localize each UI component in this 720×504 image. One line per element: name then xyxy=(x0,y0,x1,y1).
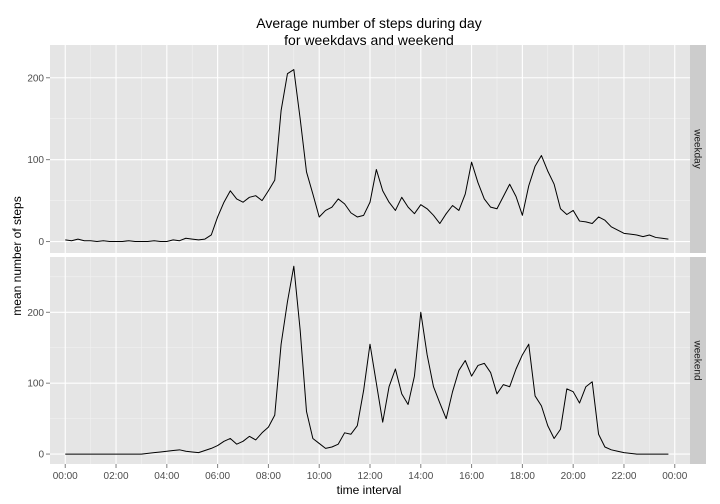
x-axis: 00:00 02:00 04:00 06:00 08:00 10:00 12:00 14:00… xyxy=(53,464,688,482)
y-tick-label: 0 xyxy=(38,450,44,461)
series-line-weekday xyxy=(65,69,669,243)
y-tick-label: 100 xyxy=(27,379,44,390)
y-axis-title: mean number of steps xyxy=(10,196,24,315)
x-tick-label: 18:00 xyxy=(510,471,535,482)
facet-label-weekend: weekend xyxy=(692,339,703,380)
series-line-weekend xyxy=(65,265,669,455)
x-tick-label: 04:00 xyxy=(154,471,179,482)
facet-panel-weekend: 0 100 200 weekend xyxy=(27,257,706,464)
y-tick-label: 0 xyxy=(38,237,44,248)
facet-panel-weekday: 0 100 200 weekday xyxy=(27,45,706,253)
y-tick-label: 200 xyxy=(27,73,44,84)
x-tick-label: 22:00 xyxy=(611,471,636,482)
x-tick-label: 12:00 xyxy=(357,471,382,482)
x-tick-label: 10:00 xyxy=(307,471,332,482)
y-tick-label: 200 xyxy=(27,308,44,319)
facet-panels: 0 100 200 weekday 0 100 200 weekend xyxy=(27,45,706,464)
x-axis-title: time interval xyxy=(337,483,402,497)
x-tick-label: 02:00 xyxy=(104,471,129,482)
facet-strip-weekend xyxy=(690,257,706,464)
x-tick-label: 00:00 xyxy=(662,471,687,482)
chart-subtitle: for weekdays and weekend xyxy=(284,32,454,48)
y-tick-label: 100 xyxy=(27,155,44,166)
chart-title: Average number of steps during day xyxy=(256,15,481,31)
x-tick-label: 20:00 xyxy=(561,471,586,482)
x-tick-label: 14:00 xyxy=(408,471,433,482)
x-tick-label: 08:00 xyxy=(256,471,281,482)
facet-strip-weekday xyxy=(690,45,706,253)
x-tick-label: 06:00 xyxy=(205,471,230,482)
x-tick-label: 00:00 xyxy=(53,471,78,482)
facet-label-weekday: weekday xyxy=(692,128,703,168)
x-tick-label: 16:00 xyxy=(459,471,484,482)
